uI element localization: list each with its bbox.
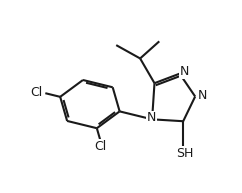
Text: N: N <box>198 89 207 102</box>
Text: Cl: Cl <box>95 140 107 153</box>
Text: N: N <box>180 65 189 78</box>
Text: SH: SH <box>176 147 193 160</box>
Text: Cl: Cl <box>30 86 42 99</box>
Text: N: N <box>147 111 156 124</box>
